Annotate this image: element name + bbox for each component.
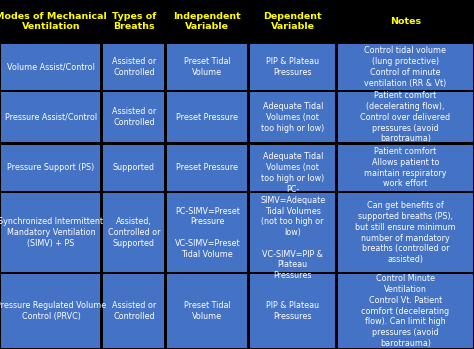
Text: Patient comfort
Allows patient to
maintain respiratory
work effort: Patient comfort Allows patient to mainta…: [364, 147, 447, 188]
Text: Assisted,
Controlled or
Supported: Assisted, Controlled or Supported: [108, 217, 160, 248]
Bar: [103, 92, 164, 142]
Bar: [338, 44, 473, 90]
Bar: [103, 1, 164, 42]
Text: PC-
SIMV=Adequate
Tidal Volumes
(not too high or
low)

VC-SIMV=PIP &
Plateau
Pre: PC- SIMV=Adequate Tidal Volumes (not too…: [260, 185, 325, 280]
Text: Pressure Support (PS): Pressure Support (PS): [7, 163, 95, 172]
Bar: [103, 274, 164, 348]
Bar: [1, 274, 100, 348]
Text: PC-SIMV=Preset
Pressure

VC-SIMV=Preset
Tidal Volume: PC-SIMV=Preset Pressure VC-SIMV=Preset T…: [174, 207, 240, 259]
Text: Notes: Notes: [390, 17, 421, 26]
Text: Control Minute
Ventilation
Control Vt. Patient
comfort (decelerating
flow). Can : Control Minute Ventilation Control Vt. P…: [361, 274, 449, 348]
Text: Assisted or
Controlled: Assisted or Controlled: [112, 57, 156, 77]
Bar: [250, 144, 335, 191]
Bar: [1, 193, 100, 272]
Text: Types of
Breaths: Types of Breaths: [112, 12, 156, 31]
Bar: [338, 92, 473, 142]
Bar: [250, 193, 335, 272]
Text: PIP & Plateau
Pressures: PIP & Plateau Pressures: [266, 301, 319, 321]
Bar: [1, 44, 100, 90]
Bar: [1, 1, 100, 42]
Text: Volume Assist/Control: Volume Assist/Control: [7, 62, 95, 72]
Bar: [338, 144, 473, 191]
Bar: [103, 144, 164, 191]
Text: Dependent
Variable: Dependent Variable: [264, 12, 322, 31]
Bar: [250, 274, 335, 348]
Text: Assisted or
Controlled: Assisted or Controlled: [112, 301, 156, 321]
Text: Modes of Mechanical
Ventilation: Modes of Mechanical Ventilation: [0, 12, 107, 31]
Bar: [338, 193, 473, 272]
Text: Adequate Tidal
Volumes (not
too high or low): Adequate Tidal Volumes (not too high or …: [261, 153, 324, 183]
Bar: [167, 1, 247, 42]
Text: Preset Tidal
Volume: Preset Tidal Volume: [184, 57, 231, 77]
Text: Preset Pressure: Preset Pressure: [176, 163, 238, 172]
Text: PIP & Plateau
Pressures: PIP & Plateau Pressures: [266, 57, 319, 77]
Text: Pressure Assist/Control: Pressure Assist/Control: [5, 113, 97, 122]
Bar: [250, 1, 335, 42]
Bar: [338, 1, 473, 42]
Text: Preset Tidal
Volume: Preset Tidal Volume: [184, 301, 231, 321]
Text: Pressure Regulated Volume
Control (PRVC): Pressure Regulated Volume Control (PRVC): [0, 301, 106, 321]
Text: Synchronized Intermittent
Mandatory Ventilation
(SIMV) + PS: Synchronized Intermittent Mandatory Vent…: [0, 217, 103, 248]
Bar: [103, 44, 164, 90]
Bar: [167, 274, 247, 348]
Bar: [1, 144, 100, 191]
Text: Can get benefits of
supported breaths (PS),
but still ensure minimum
number of m: Can get benefits of supported breaths (P…: [355, 201, 456, 264]
Bar: [103, 193, 164, 272]
Bar: [250, 44, 335, 90]
Text: Independent
Variable: Independent Variable: [173, 12, 241, 31]
Text: Control tidal volume
(lung protective)
Control of minute
ventilation (RR & Vt): Control tidal volume (lung protective) C…: [364, 46, 447, 88]
Text: Adequate Tidal
Volumes (not
too high or low): Adequate Tidal Volumes (not too high or …: [261, 102, 324, 133]
Bar: [167, 92, 247, 142]
Bar: [167, 144, 247, 191]
Text: Patient comfort
(decelerating flow),
Control over delivered
pressures (avoid
bar: Patient comfort (decelerating flow), Con…: [360, 91, 450, 143]
Bar: [250, 92, 335, 142]
Bar: [338, 274, 473, 348]
Text: Supported: Supported: [113, 163, 155, 172]
Bar: [167, 44, 247, 90]
Bar: [1, 92, 100, 142]
Text: Preset Pressure: Preset Pressure: [176, 113, 238, 122]
Bar: [167, 193, 247, 272]
Text: Assisted or
Controlled: Assisted or Controlled: [112, 107, 156, 127]
